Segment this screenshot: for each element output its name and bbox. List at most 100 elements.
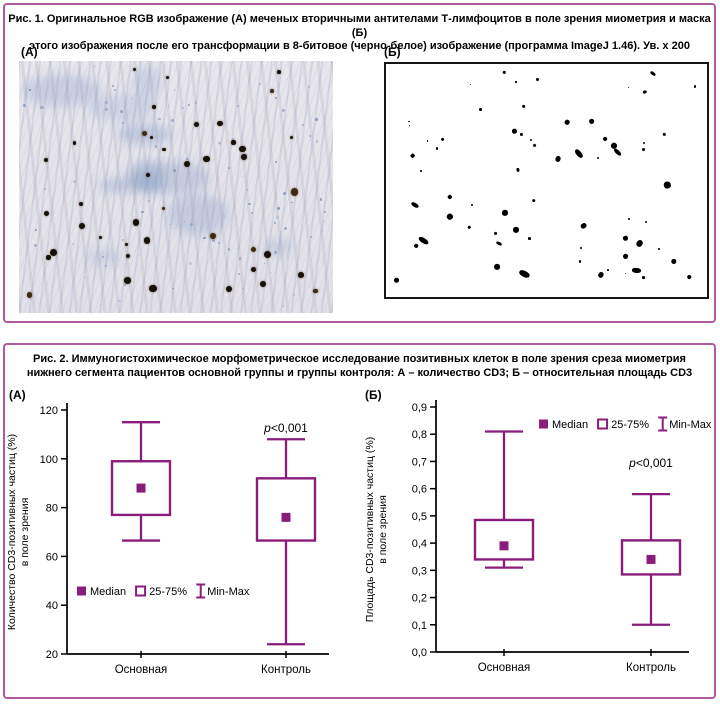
stain-spot bbox=[322, 220, 324, 223]
stain-spot bbox=[240, 154, 247, 160]
stain-spot bbox=[240, 279, 242, 281]
stain-spot bbox=[642, 276, 645, 279]
y-tick-label: 0,0 bbox=[412, 647, 427, 659]
stain-spot bbox=[124, 242, 129, 246]
stain-spot bbox=[236, 104, 240, 107]
stain-spot bbox=[621, 253, 629, 261]
stain-spot bbox=[186, 158, 188, 160]
stain-spot bbox=[112, 85, 114, 88]
stain-spot bbox=[410, 153, 416, 159]
legend-label: Median bbox=[552, 419, 588, 431]
figure-2-chart-b-label: (Б) bbox=[365, 388, 382, 402]
median-legend-icon bbox=[539, 419, 548, 429]
axes: 20 40 60 80 100 120 Основная Контроль bbox=[40, 403, 329, 676]
boxplot-cd3-count: 20 40 60 80 100 120 Основная Контроль Количество… bbox=[6, 403, 329, 676]
median-marker bbox=[499, 541, 509, 551]
stain-spot bbox=[410, 200, 420, 209]
stain-spot bbox=[440, 137, 445, 142]
stain-spot bbox=[172, 287, 174, 289]
stain-spot bbox=[132, 219, 139, 226]
stain-spot bbox=[242, 175, 244, 177]
stain-spot bbox=[606, 268, 609, 271]
legend: Median 25-75% Min-Max bbox=[77, 583, 250, 599]
stain-spot bbox=[642, 141, 646, 145]
stain-spot bbox=[149, 284, 157, 293]
stain-spot bbox=[149, 135, 153, 140]
stain-spot bbox=[79, 202, 84, 207]
stain-spot bbox=[413, 242, 419, 249]
y-tick-label: 0,4 bbox=[412, 538, 427, 550]
stain-spot bbox=[121, 121, 125, 125]
stain-spot bbox=[78, 223, 86, 230]
stain-spot bbox=[263, 251, 271, 259]
tissue-smudge bbox=[22, 74, 101, 108]
stain-spot bbox=[22, 104, 26, 107]
stain-spot bbox=[519, 132, 523, 137]
stain-spot bbox=[308, 286, 310, 288]
stain-spot bbox=[227, 248, 230, 251]
stain-spot bbox=[143, 237, 151, 244]
stain-spot bbox=[532, 143, 537, 148]
y-tick-label: 0,7 bbox=[412, 456, 427, 468]
stain-spot bbox=[203, 236, 206, 240]
y-axis-title: Количество CD3-позитивных частиц (%) bbox=[6, 434, 18, 630]
stain-spot bbox=[298, 271, 304, 278]
stain-spot bbox=[467, 225, 472, 230]
figure-1-image-b-label: (Б) bbox=[384, 45, 401, 59]
stain-spot bbox=[513, 226, 520, 234]
x-category-label: Основная bbox=[478, 662, 531, 674]
stain-spot bbox=[130, 97, 133, 99]
stain-spot bbox=[227, 166, 231, 169]
median-marker bbox=[136, 483, 146, 493]
stain-spot bbox=[574, 148, 585, 160]
stain-spot bbox=[188, 173, 190, 175]
stain-spot bbox=[310, 235, 312, 238]
stain-spot bbox=[479, 108, 482, 111]
stain-spot bbox=[282, 109, 285, 113]
median-legend-icon bbox=[77, 586, 86, 596]
stain-spot bbox=[275, 161, 277, 164]
stain-spot bbox=[529, 138, 533, 142]
stain-spot bbox=[420, 170, 422, 173]
stain-spot bbox=[291, 201, 293, 204]
stain-spot bbox=[662, 132, 666, 137]
p-value-annotation: p<0,001 bbox=[263, 421, 308, 435]
boxplot-cd3-area: 0,0 0,1 0,2 0,3 0,4 0,5 0,6 0,7 0,8 0,9 Основная Ко… bbox=[364, 400, 712, 674]
figure-2-chart-a-label: (А) bbox=[9, 388, 26, 402]
x-category-label: Основная bbox=[115, 664, 168, 676]
stain-spot bbox=[597, 270, 605, 279]
stain-spot bbox=[602, 136, 609, 143]
stain-spot bbox=[194, 121, 200, 127]
stain-spot bbox=[622, 235, 629, 242]
stain-spot bbox=[123, 283, 127, 287]
stain-spot bbox=[445, 212, 455, 221]
stain-spot bbox=[642, 89, 648, 94]
box-Основная bbox=[473, 430, 535, 569]
binary-mask-image bbox=[384, 62, 709, 299]
minmax-legend-icon bbox=[196, 583, 206, 599]
stain-spot bbox=[84, 276, 86, 278]
y-axis-title: в поле зрения bbox=[19, 498, 31, 567]
stain-spot bbox=[579, 260, 582, 263]
y-tick-label: 0,6 bbox=[412, 484, 427, 496]
stain-spot bbox=[43, 188, 46, 191]
stain-spot bbox=[470, 204, 473, 207]
stain-spot bbox=[308, 134, 311, 137]
stain-spot bbox=[104, 107, 108, 111]
stain-spot bbox=[579, 247, 582, 250]
stain-spot bbox=[126, 253, 131, 258]
legend-label: 25-75% bbox=[611, 419, 649, 431]
tissue-smudge bbox=[264, 238, 293, 256]
stain-spot bbox=[152, 105, 156, 109]
stain-spot bbox=[194, 102, 197, 105]
stain-spot bbox=[627, 86, 629, 88]
stain-spot bbox=[141, 131, 148, 137]
y-axis-title: в поле зрения bbox=[377, 495, 389, 564]
y-axis-title: Площадь CD3-позитивных частиц (%) bbox=[364, 437, 376, 622]
stain-spot bbox=[302, 124, 305, 126]
legend-label: Median bbox=[90, 586, 126, 598]
stain-spot bbox=[283, 191, 287, 195]
y-tick-label: 20 bbox=[46, 649, 58, 661]
stain-spot bbox=[168, 224, 170, 226]
